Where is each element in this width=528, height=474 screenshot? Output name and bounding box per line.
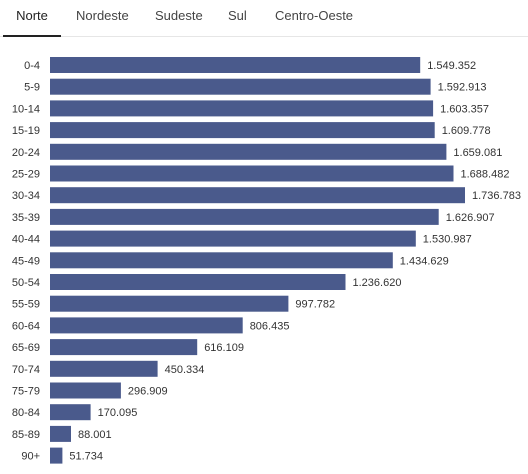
category-label: 25-29 (12, 169, 40, 181)
value-label: 296.909 (128, 386, 168, 398)
bar[interactable] (50, 317, 243, 334)
category-label: 70-74 (12, 364, 40, 376)
bar[interactable] (50, 100, 434, 117)
category-label: 10-14 (12, 103, 40, 115)
value-label: 1.688.482 (461, 169, 510, 181)
bar[interactable] (50, 78, 431, 95)
bar[interactable] (50, 122, 435, 139)
value-label: 1.434.629 (400, 255, 449, 267)
bar[interactable] (50, 230, 416, 247)
tab-nordeste[interactable]: Nordeste (76, 8, 129, 23)
value-label: 1.626.907 (446, 212, 495, 224)
bar[interactable] (50, 360, 158, 377)
category-label: 45-49 (12, 255, 40, 267)
category-label: 5-9 (24, 82, 40, 94)
bar[interactable] (50, 208, 439, 225)
value-label: 450.334 (165, 364, 205, 376)
bar[interactable] (50, 57, 421, 73)
category-label: 60-64 (12, 320, 40, 332)
bar[interactable] (50, 165, 454, 182)
value-label: 806.435 (250, 320, 290, 332)
category-label: 40-44 (12, 234, 40, 246)
category-label: 0-4 (24, 60, 40, 72)
value-label: 616.109 (204, 342, 244, 354)
bar[interactable] (50, 339, 198, 356)
tab-centro-oeste[interactable]: Centro-Oeste (275, 8, 354, 23)
value-label: 51.734 (69, 451, 103, 463)
value-label: 1.549.352 (427, 60, 476, 72)
tab-sudeste[interactable]: Sudeste (155, 8, 203, 23)
value-label: 1.592.913 (438, 82, 487, 94)
value-label: 1.659.081 (453, 147, 502, 159)
bar[interactable] (50, 404, 91, 421)
category-label: 50-54 (12, 277, 40, 289)
value-label: 1.603.357 (440, 103, 489, 115)
bar[interactable] (50, 425, 71, 442)
category-label: 90+ (21, 451, 40, 463)
value-label: 1.236.620 (353, 277, 402, 289)
bar[interactable] (50, 274, 346, 290)
category-label: 35-39 (12, 212, 40, 224)
category-label: 85-89 (12, 429, 40, 441)
category-label: 15-19 (12, 125, 40, 137)
bar[interactable] (50, 295, 289, 312)
value-label: 170.095 (98, 407, 138, 419)
value-label: 1.609.778 (442, 125, 491, 137)
category-label: 30-34 (12, 190, 40, 202)
tab-sul[interactable]: Sul (228, 8, 247, 23)
bar[interactable] (50, 447, 63, 464)
tab-norte[interactable]: Norte (3, 0, 61, 37)
value-label: 1.530.987 (423, 234, 472, 246)
category-label: 80-84 (12, 407, 40, 419)
bar[interactable] (50, 382, 121, 399)
category-label: 75-79 (12, 386, 40, 398)
bar[interactable] (50, 187, 465, 204)
category-label: 65-69 (12, 342, 40, 354)
bar[interactable] (50, 143, 447, 160)
value-label: 997.782 (295, 299, 335, 311)
bar[interactable] (50, 252, 393, 269)
value-label: 1.736.783 (472, 190, 521, 202)
value-label: 88.001 (78, 429, 112, 441)
region-tabs: Norte Nordeste Sudeste Sul Centro-Oeste (0, 0, 528, 37)
category-label: 20-24 (12, 147, 40, 159)
category-label: 55-59 (12, 299, 40, 311)
